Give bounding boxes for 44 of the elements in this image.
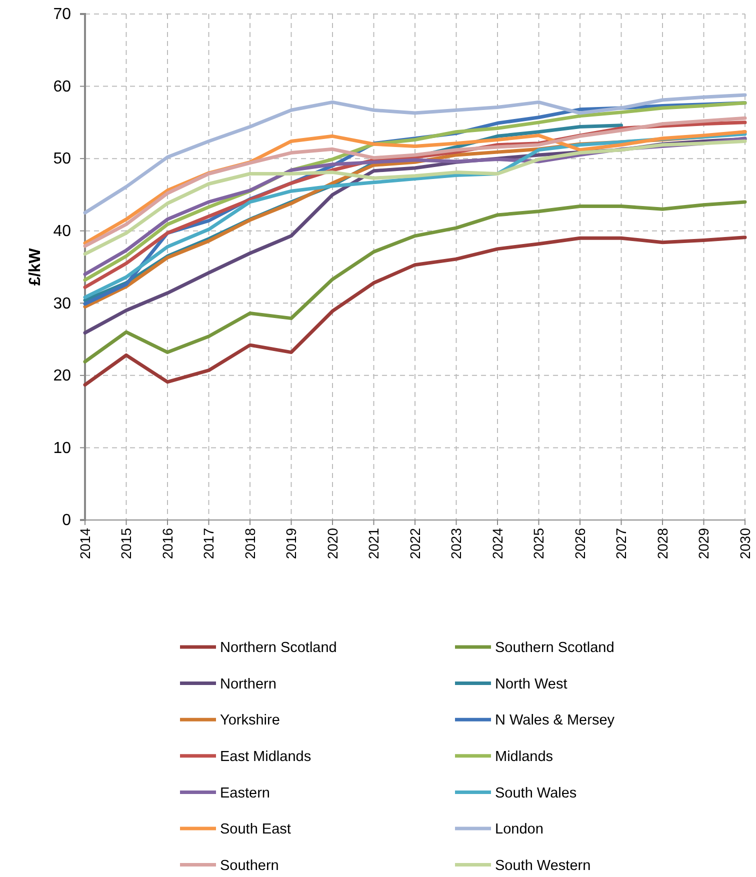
legend-label: East Midlands xyxy=(220,748,312,765)
x-tick-label: 2017 xyxy=(200,528,217,560)
x-tick-label: 2030 xyxy=(736,528,753,560)
legend-label: Southern Scotland xyxy=(495,640,614,656)
legend-label: South Wales xyxy=(495,785,577,802)
line-series xyxy=(83,93,747,215)
y-tick-label: 50 xyxy=(53,150,72,168)
y-tick-label: 30 xyxy=(53,295,72,312)
x-tick-label: 2025 xyxy=(530,528,547,560)
x-tick-label: 2019 xyxy=(283,528,300,560)
x-tick-label: 2027 xyxy=(613,528,630,560)
x-tick-label: 2023 xyxy=(448,528,464,560)
legend-label: North West xyxy=(495,676,568,692)
legend-label: London xyxy=(495,822,544,838)
x-tick-label: 2022 xyxy=(406,528,423,560)
x-tick-label: 2026 xyxy=(572,528,588,560)
x-tick-label: 2028 xyxy=(654,528,670,560)
y-tick-label: 10 xyxy=(53,440,72,457)
y-tick-label: 70 xyxy=(53,6,72,24)
legend-label: Southern xyxy=(220,858,279,874)
legend-label: Eastern xyxy=(220,785,270,802)
y-tick-label: 20 xyxy=(53,368,72,385)
legend-label: N Wales & Mersey xyxy=(495,712,616,729)
x-tick-label: 2015 xyxy=(118,528,134,560)
legend-label: South Western xyxy=(495,858,591,874)
legend-label: Yorkshire xyxy=(220,712,280,729)
y-tick-label: 60 xyxy=(53,78,72,96)
legend-label: Midlands xyxy=(495,748,554,765)
y-axis-title: £/kW xyxy=(27,247,44,286)
x-tick-label: 2018 xyxy=(242,528,258,560)
x-tick-label: 2014 xyxy=(76,528,93,560)
line-series xyxy=(83,236,747,387)
x-tick-label: 2020 xyxy=(324,528,340,560)
line-series xyxy=(83,200,747,364)
line-series xyxy=(83,139,747,256)
x-tick-label: 2029 xyxy=(696,528,712,560)
legend-label: Northern xyxy=(220,676,276,692)
legend-label: South East xyxy=(220,822,291,838)
legend-label: Northern Scotland xyxy=(220,640,337,656)
x-tick-label: 2016 xyxy=(159,528,176,560)
y-tick-label: 0 xyxy=(62,512,72,530)
x-tick-label: 2024 xyxy=(489,528,506,560)
x-tick-label: 2021 xyxy=(366,528,382,560)
y-tick-label: 40 xyxy=(53,222,72,240)
